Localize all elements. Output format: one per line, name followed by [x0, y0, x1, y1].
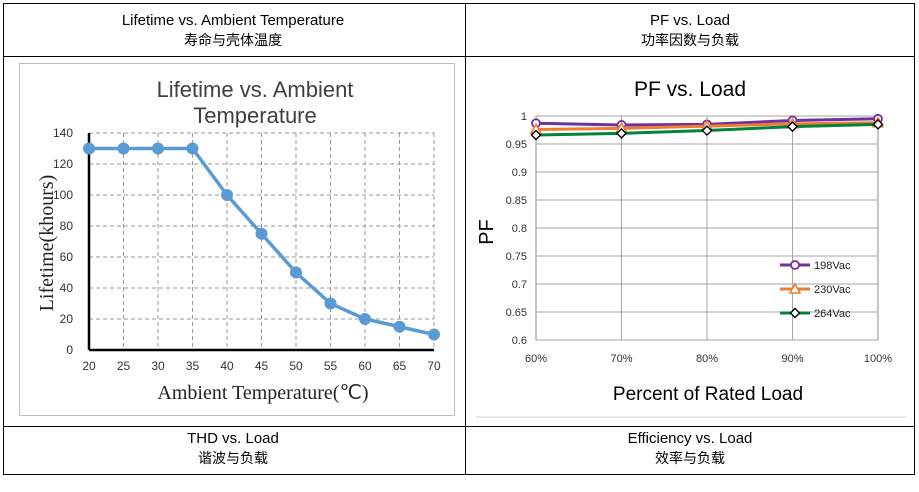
lifetime-ytick-label: 40 [60, 281, 74, 295]
header-efficiency-en: Efficiency vs. Load [627, 430, 753, 447]
pf-xtick-label: 70% [610, 353, 632, 365]
lifetime-xtick-label: 20 [82, 359, 96, 373]
table-divider-vertical [465, 4, 466, 474]
header-thd: THD vs. Load 谐波与负载 [4, 429, 462, 469]
pf-ytick-label: 0.95 [506, 139, 527, 151]
header-pf-en: PF vs. Load [649, 12, 731, 29]
pf-marker-264Vac [872, 118, 884, 130]
lifetime-chart-ylabel: Lifetime(khours) [36, 175, 58, 312]
header-lifetime: Lifetime vs. Ambient Temperature 寿命与壳体温度 [4, 11, 462, 51]
pf-xtick-label: 90% [781, 353, 803, 365]
pf-ytick-label: 0.85 [506, 195, 527, 207]
pf-xtick-label: 80% [696, 353, 718, 365]
pf-chart-ylabel: PF [476, 219, 498, 245]
table-divider-header [4, 56, 914, 57]
pf-ytick-label: 0.65 [506, 307, 527, 319]
pf-ytick-label: 0.8 [512, 223, 527, 235]
lifetime-xtick-label: 60 [358, 359, 372, 373]
pf-chart: PF vs. Load 60% 70% 80% 90% 100% 0.6 0.65 0.7 0.… [476, 78, 906, 418]
lifetime-data-point [324, 297, 337, 310]
pf-ytick-label: 1 [521, 111, 527, 123]
pf-legend-marker-198Vac [790, 260, 800, 270]
lifetime-xtick-label: 30 [151, 359, 165, 373]
pf-legend-marker-230Vac [788, 282, 802, 294]
header-thd-cn: 谐波与负载 [198, 451, 268, 467]
pf-ytick-label: 0.7 [512, 279, 527, 291]
header-lifetime-cn: 寿命与壳体温度 [184, 33, 282, 49]
table-divider-lower [4, 426, 914, 427]
lifetime-xtick-label: 65 [393, 359, 407, 373]
pf-xtick-label: 60% [525, 353, 547, 365]
lifetime-data-point [186, 142, 199, 155]
header-pf: PF vs. Load 功率因数与负载 [466, 11, 914, 51]
lifetime-ytick-label: 120 [53, 157, 73, 171]
lifetime-data-point [117, 142, 130, 155]
pf-legend-label-264Vac: 264Vac [814, 308, 851, 320]
pf-legend-label-230Vac: 230Vac [814, 284, 851, 296]
lifetime-data-point [393, 320, 406, 333]
lifetime-xtick-label: 45 [255, 359, 269, 373]
lifetime-data-point [359, 313, 371, 325]
lifetime-ytick-label: 0 [66, 343, 73, 357]
pf-chart-title: PF vs. Load [634, 78, 746, 101]
lifetime-data-point [83, 142, 95, 155]
header-lifetime-en: Lifetime vs. Ambient Temperature [121, 12, 345, 29]
header-efficiency-cn: 效率与负载 [655, 451, 725, 467]
lifetime-data-point [290, 266, 302, 279]
pf-marker-264Vac [616, 127, 627, 139]
lifetime-ytick-label: 60 [60, 250, 74, 264]
pf-xtick-label: 100% [864, 353, 892, 365]
lifetime-data-point [255, 227, 268, 240]
lifetime-chart-xlabel: Ambient Temperature(℃) [157, 382, 368, 404]
lifetime-ytick-label: 80 [60, 219, 74, 233]
pf-ytick-label: 0.9 [512, 167, 527, 179]
lifetime-ytick-label: 20 [60, 312, 74, 326]
pf-legend-marker-264Vac [789, 307, 801, 319]
lifetime-xtick-label: 55 [324, 359, 338, 373]
pf-marker-264Vac [787, 121, 798, 133]
pf-legend-label-198Vac: 198Vac [814, 260, 851, 272]
lifetime-chart-title-2: Temperature [193, 103, 317, 128]
lifetime-data-point [428, 328, 440, 341]
lifetime-data-point [221, 189, 233, 201]
lifetime-xtick-label: 70 [427, 359, 441, 373]
lifetime-xtick-label: 25 [117, 359, 131, 373]
pf-marker-264Vac [530, 129, 542, 141]
spec-table: Lifetime vs. Ambient Temperature 寿命与壳体温度… [3, 3, 915, 475]
lifetime-chart-title-1: Lifetime vs. Ambient [157, 77, 354, 102]
header-efficiency: Efficiency vs. Load 效率与负载 [466, 429, 914, 469]
pf-ytick-label: 0.6 [512, 335, 527, 347]
lifetime-ytick-label: 140 [53, 126, 73, 140]
lifetime-xtick-label: 40 [220, 359, 234, 373]
lifetime-chart: Lifetime vs. Ambient Temperature 20 25 30 3… [19, 63, 455, 416]
lifetime-xtick-label: 35 [186, 359, 200, 373]
lifetime-chart-frame [19, 63, 455, 416]
header-thd-en: THD vs. Load [187, 430, 279, 447]
header-pf-cn: 功率因数与负载 [641, 33, 739, 49]
lifetime-ytick-label: 100 [53, 188, 73, 202]
pf-chart-xlabel: Percent of Rated Load [613, 384, 803, 405]
lifetime-xtick-label: 50 [289, 359, 303, 373]
pf-ytick-label: 0.75 [506, 251, 527, 263]
lifetime-data-point [152, 142, 164, 155]
pf-marker-264Vac [701, 125, 713, 137]
